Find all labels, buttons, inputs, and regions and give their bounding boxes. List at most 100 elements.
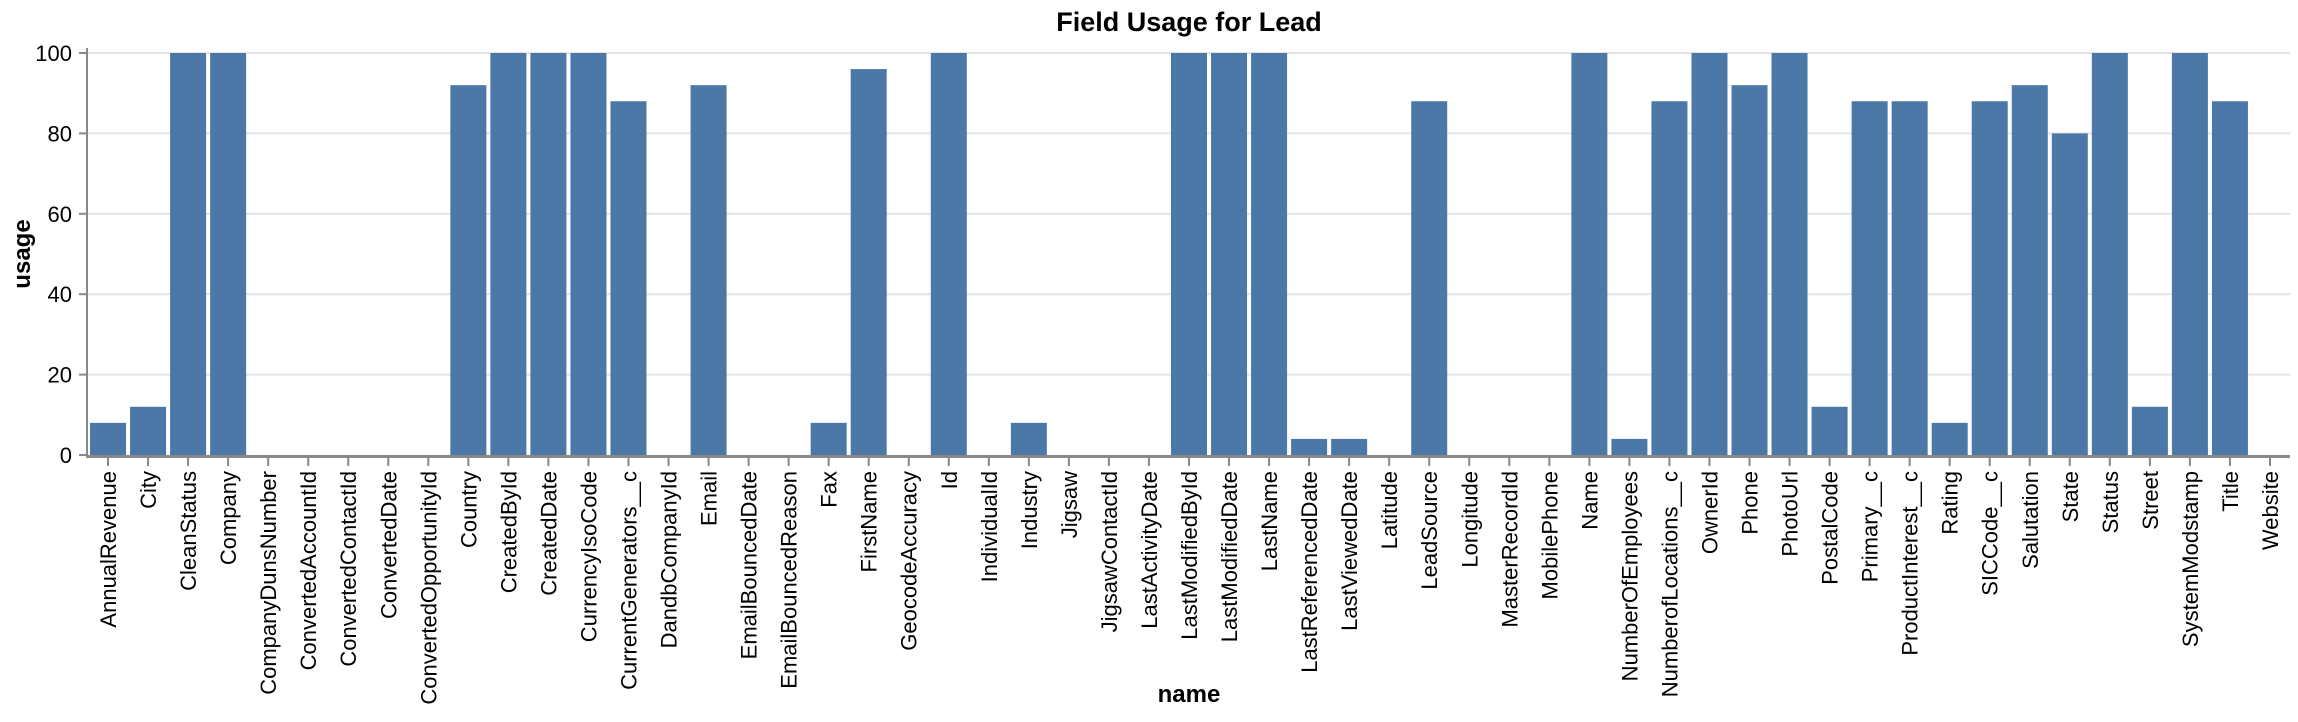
bar xyxy=(1411,101,1448,456)
x-tick-label: Industry xyxy=(1017,471,1042,549)
bar xyxy=(210,53,247,455)
x-tick-label: Longitude xyxy=(1457,471,1482,568)
y-axis-title: usage xyxy=(9,219,36,288)
x-tick-label: Title xyxy=(2218,471,2243,512)
x-tick-label: EmailBouncedDate xyxy=(737,471,762,659)
y-tick-label: 0 xyxy=(60,443,72,468)
x-tick-label: Salutation xyxy=(2018,471,2043,569)
bar xyxy=(610,101,647,456)
y-tick-label: 80 xyxy=(48,121,72,146)
x-tick-label: City xyxy=(136,471,161,509)
bar xyxy=(1731,85,1768,455)
bar xyxy=(850,69,887,455)
bar xyxy=(2051,133,2088,455)
x-tick-label: SICCode__c xyxy=(1978,471,2003,596)
x-tick-label: Email xyxy=(697,471,722,526)
x-tick-label: FirstName xyxy=(857,471,882,572)
y-tick-label: 60 xyxy=(48,202,72,227)
bar xyxy=(1010,422,1047,455)
x-tick-label: LeadSource xyxy=(1417,471,1442,590)
bar xyxy=(90,422,127,455)
x-tick-label: ConvertedAccountId xyxy=(296,471,321,670)
bar xyxy=(1691,53,1728,455)
x-tick-label: LastViewedDate xyxy=(1337,471,1362,631)
x-tick-label: OwnerId xyxy=(1697,471,1722,554)
x-tick-label: MobilePhone xyxy=(1537,471,1562,599)
bar xyxy=(1251,53,1288,455)
y-tick-label: 20 xyxy=(48,363,72,388)
x-tick-label: MasterRecordId xyxy=(1497,471,1522,628)
x-tick-label: CurrencyIsoCode xyxy=(576,471,601,642)
x-tick-label: Latitude xyxy=(1377,471,1402,549)
x-tick-label: JigsawContactId xyxy=(1097,471,1122,632)
bar xyxy=(2091,53,2128,455)
bar xyxy=(1931,422,1968,455)
x-tick-label: PhotoUrl xyxy=(1778,471,1803,557)
bar xyxy=(2131,406,2168,455)
x-tick-label: Street xyxy=(2138,471,2163,530)
x-tick-label: LastModifiedById xyxy=(1177,471,1202,640)
x-tick-label: Name xyxy=(1577,471,1602,530)
x-tick-label: Status xyxy=(2098,471,2123,533)
bar xyxy=(1331,438,1368,455)
x-tick-label: CreatedById xyxy=(496,471,521,593)
bar xyxy=(1211,53,1248,455)
x-tick-label: Rating xyxy=(1938,471,1963,535)
x-tick-label: State xyxy=(2058,471,2083,522)
x-tick-label: NumberofLocations__c xyxy=(1657,471,1682,697)
x-tick-label: ConvertedOpportunityId xyxy=(416,471,441,705)
bar xyxy=(1811,406,1848,455)
x-tick-label: IndividualId xyxy=(977,471,1002,582)
x-tick-label: Id xyxy=(937,471,962,489)
bar xyxy=(490,53,527,455)
bar xyxy=(1291,438,1328,455)
bar xyxy=(1971,101,2008,456)
x-tick-label: Fax xyxy=(817,471,842,508)
bar xyxy=(1771,53,1808,455)
x-tick-label: Website xyxy=(2258,471,2283,550)
bar xyxy=(570,53,607,455)
x-tick-label: DandbCompanyId xyxy=(657,471,682,648)
bar xyxy=(1891,101,1928,456)
bar xyxy=(530,53,567,455)
x-tick-label: LastReferencedDate xyxy=(1297,471,1322,673)
x-tick-label: Phone xyxy=(1738,471,1763,535)
bar xyxy=(2211,101,2248,456)
x-tick-label: Company xyxy=(216,471,241,565)
bar xyxy=(450,85,487,455)
bar xyxy=(690,85,727,455)
x-tick-label: ConvertedContactId xyxy=(336,471,361,667)
bar xyxy=(170,53,207,455)
x-tick-label: Country xyxy=(456,471,481,548)
x-tick-label: LastName xyxy=(1257,471,1282,571)
x-tick-label: EmailBouncedReason xyxy=(777,471,802,689)
x-tick-label: Jigsaw xyxy=(1057,471,1082,538)
bar xyxy=(1651,101,1688,456)
x-tick-label: GeocodeAccuracy xyxy=(897,471,922,651)
y-tick-label: 100 xyxy=(35,41,72,66)
x-tick-label: CompanyDunsNumber xyxy=(256,471,281,695)
y-tick-label: 40 xyxy=(48,282,72,307)
bar xyxy=(1611,438,1648,455)
x-tick-label: CreatedDate xyxy=(536,471,561,596)
x-tick-label: LastModifiedDate xyxy=(1217,471,1242,642)
x-tick-label: ConvertedDate xyxy=(376,471,401,619)
chart-title: Field Usage for Lead xyxy=(1056,7,1322,37)
bar xyxy=(2171,53,2208,455)
bar xyxy=(2011,85,2048,455)
x-tick-label: ProductInterest__c xyxy=(1898,471,1923,656)
x-tick-label: PostalCode xyxy=(1818,471,1843,585)
x-tick-label: AnnualRevenue xyxy=(96,471,121,628)
x-tick-label: LastActivityDate xyxy=(1137,471,1162,629)
bar xyxy=(130,406,167,455)
x-tick-label: SystemModstamp xyxy=(2178,471,2203,647)
bar xyxy=(1851,101,1888,456)
x-tick-label: NumberOfEmployees xyxy=(1617,471,1642,681)
bar xyxy=(1571,53,1608,455)
x-axis-title: name xyxy=(1158,681,1221,708)
x-tick-label: CurrentGenerators__c xyxy=(616,471,641,690)
bar xyxy=(1171,53,1207,455)
x-tick-label: CleanStatus xyxy=(176,471,201,591)
